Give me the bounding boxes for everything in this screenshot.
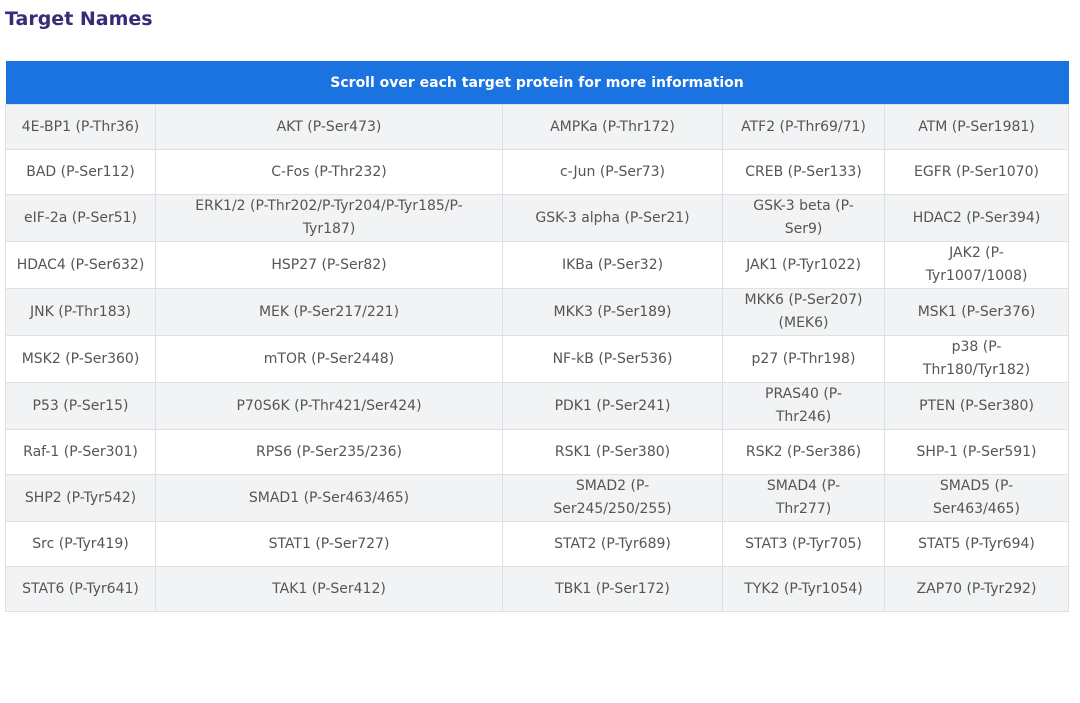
target-cell[interactable]: SMAD5 (P-Ser463/465) — [884, 474, 1069, 522]
target-cell[interactable]: p27 (P-Thr198) — [722, 335, 885, 383]
target-cell[interactable]: IKBa (P-Ser32) — [502, 241, 723, 289]
target-cell[interactable]: STAT3 (P-Tyr705) — [722, 521, 885, 567]
target-cell[interactable]: PRAS40 (P-Thr246) — [722, 382, 885, 430]
target-cell[interactable]: STAT5 (P-Tyr694) — [884, 521, 1069, 567]
target-cell[interactable]: CREB (P-Ser133) — [722, 149, 885, 195]
target-table: Scroll over each target protein for more… — [5, 61, 1069, 612]
target-cell[interactable]: RPS6 (P-Ser235/236) — [155, 429, 503, 475]
target-cell[interactable]: AMPKa (P-Thr172) — [502, 104, 723, 150]
target-cell[interactable]: STAT6 (P-Tyr641) — [5, 566, 156, 612]
target-cell[interactable]: NF-kB (P-Ser536) — [502, 335, 723, 383]
target-cell[interactable]: SHP-1 (P-Ser591) — [884, 429, 1069, 475]
target-cell[interactable]: JNK (P-Thr183) — [5, 288, 156, 336]
target-cell[interactable]: PTEN (P-Ser380) — [884, 382, 1069, 430]
table-row: MSK2 (P-Ser360) mTOR (P-Ser2448) NF-kB (P-… — [5, 335, 1069, 383]
target-cell[interactable]: TBK1 (P-Ser172) — [502, 566, 723, 612]
table-row: JNK (P-Thr183) MEK (P-Ser217/221) MKK3 (P-… — [5, 288, 1069, 336]
target-cell[interactable]: c-Jun (P-Ser73) — [502, 149, 723, 195]
target-cell[interactable]: STAT2 (P-Tyr689) — [502, 521, 723, 567]
target-cell[interactable]: BAD (P-Ser112) — [5, 149, 156, 195]
table-row: HDAC4 (P-Ser632) HSP27 (P-Ser82) IKBa (P-S… — [5, 241, 1069, 289]
target-cell[interactable]: SMAD2 (P-Ser245/250/255) — [502, 474, 723, 522]
target-cell[interactable]: p38 (P-Thr180/Tyr182) — [884, 335, 1069, 383]
target-cell[interactable]: SMAD1 (P-Ser463/465) — [155, 474, 503, 522]
target-cell[interactable]: P53 (P-Ser15) — [5, 382, 156, 430]
target-cell[interactable]: SHP2 (P-Tyr542) — [5, 474, 156, 522]
title: Target Names — [5, 8, 153, 30]
target-cell[interactable]: ZAP70 (P-Tyr292) — [884, 566, 1069, 612]
target-cell[interactable]: JAK1 (P-Tyr1022) — [722, 241, 885, 289]
table-caption: Scroll over each target protein for more… — [5, 61, 1069, 105]
target-cell[interactable]: P70S6K (P-Thr421/Ser424) — [155, 382, 503, 430]
target-cell[interactable]: MSK2 (P-Ser360) — [5, 335, 156, 383]
target-cell[interactable]: RSK1 (P-Ser380) — [502, 429, 723, 475]
table-row: eIF-2a (P-Ser51) ERK1/2 (P-Thr202/P-Tyr20… — [5, 194, 1069, 242]
target-cell[interactable]: MEK (P-Ser217/221) — [155, 288, 503, 336]
target-cell[interactable]: Raf-1 (P-Ser301) — [5, 429, 156, 475]
target-cell[interactable]: MKK6 (P-Ser207) (MEK6) — [722, 288, 885, 336]
target-cell[interactable]: ATF2 (P-Thr69/71) — [722, 104, 885, 150]
table-row: STAT6 (P-Tyr641) TAK1 (P-Ser412) TBK1 (P-S… — [5, 566, 1069, 612]
target-cell[interactable]: PDK1 (P-Ser241) — [502, 382, 723, 430]
target-cell[interactable]: RSK2 (P-Ser386) — [722, 429, 885, 475]
target-cell[interactable]: MSK1 (P-Ser376) — [884, 288, 1069, 336]
target-cell[interactable]: TYK2 (P-Tyr1054) — [722, 566, 885, 612]
target-cell[interactable]: mTOR (P-Ser2448) — [155, 335, 503, 383]
target-cell[interactable]: HSP27 (P-Ser82) — [155, 241, 503, 289]
target-cell[interactable]: C-Fos (P-Thr232) — [155, 149, 503, 195]
table-row: Raf-1 (P-Ser301) RPS6 (P-Ser235/236) RSK1 … — [5, 429, 1069, 475]
target-cell[interactable]: HDAC2 (P-Ser394) — [884, 194, 1069, 242]
target-cell[interactable]: EGFR (P-Ser1070) — [884, 149, 1069, 195]
target-cell[interactable]: MKK3 (P-Ser189) — [502, 288, 723, 336]
table-row: SHP2 (P-Tyr542) SMAD1 (P-Ser463/465) SMAD2… — [5, 474, 1069, 522]
target-cell[interactable]: TAK1 (P-Ser412) — [155, 566, 503, 612]
table-row: P53 (P-Ser15) P70S6K (P-Thr421/Ser424) PDK… — [5, 382, 1069, 430]
table-row: Src (P-Tyr419) STAT1 (P-Ser727) STAT2 (P-T… — [5, 521, 1069, 567]
table-row: BAD (P-Ser112) C-Fos (P-Thr232) c-Jun (P-S… — [5, 149, 1069, 195]
target-cell[interactable]: 4E-BP1 (P-Thr36) — [5, 104, 156, 150]
table-row: 4E-BP1 (P-Thr36) AKT (P-Ser473) AMPKa (P-T… — [5, 104, 1069, 150]
target-cell[interactable]: Src (P-Tyr419) — [5, 521, 156, 567]
target-cell[interactable]: GSK-3 beta (P-Ser9) — [722, 194, 885, 242]
target-cell[interactable]: SMAD4 (P-Thr277) — [722, 474, 885, 522]
target-cell[interactable]: ATM (P-Ser1981) — [884, 104, 1069, 150]
target-cell[interactable]: ERK1/2 (P-Thr202/P-Tyr204/P-Tyr185/P-Tyr… — [155, 194, 503, 242]
target-cell[interactable]: GSK-3 alpha (P-Ser21) — [502, 194, 723, 242]
target-cell[interactable]: JAK2 (P-Tyr1007/1008) — [884, 241, 1069, 289]
target-cell[interactable]: eIF-2a (P-Ser51) — [5, 194, 156, 242]
target-cell[interactable]: AKT (P-Ser473) — [155, 104, 503, 150]
target-cell[interactable]: HDAC4 (P-Ser632) — [5, 241, 156, 289]
target-cell[interactable]: STAT1 (P-Ser727) — [155, 521, 503, 567]
